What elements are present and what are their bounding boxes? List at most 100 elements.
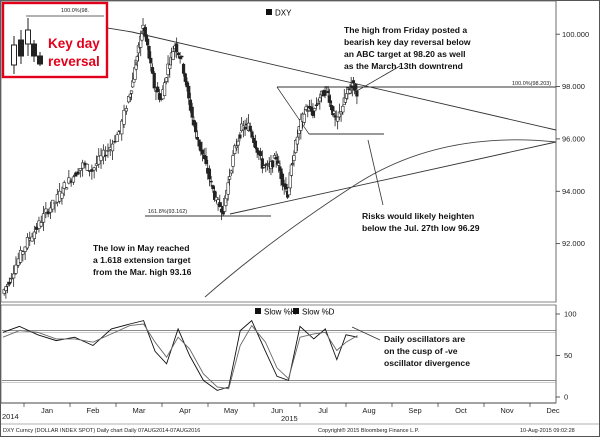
candle-body <box>229 170 233 174</box>
candle-body <box>146 38 150 46</box>
candle-body <box>341 105 345 113</box>
candle-body <box>304 106 308 110</box>
footer-right: 10-Aug-2015 09:02:28 <box>520 428 575 434</box>
pointer-risks <box>367 139 384 206</box>
candle-body <box>7 281 11 285</box>
candle-body <box>53 201 57 204</box>
candle-body <box>323 90 327 96</box>
candle-body <box>207 168 212 180</box>
inset-fib-label: 100.0%(98. <box>61 8 90 14</box>
candle-body <box>289 164 293 176</box>
price-tick-label: 94.000 <box>562 187 585 196</box>
candle-body <box>194 122 198 133</box>
candle-body <box>337 111 341 118</box>
candle-body <box>92 167 96 171</box>
inset-body-4 <box>31 43 37 57</box>
candle-body <box>143 27 147 37</box>
candle-body <box>78 168 82 171</box>
year-label-2015: 2015 <box>281 414 298 423</box>
candle-body <box>309 106 313 112</box>
candle-body <box>328 100 333 103</box>
candle-body <box>81 162 85 169</box>
candle-body <box>85 163 89 171</box>
candle-body <box>171 51 175 60</box>
legend-swatch-dxy <box>266 9 272 15</box>
osc-tick-label: 100 <box>564 310 577 319</box>
price-y-ticks: 92.000 94.000 96.000 98.000 100.000 <box>556 30 589 248</box>
candle-body <box>211 185 215 190</box>
candle-body <box>252 137 256 143</box>
price-tick-label: 96.000 <box>562 135 585 144</box>
inset-candles <box>11 18 43 74</box>
inset-box <box>1 1 109 79</box>
candle-body <box>149 57 153 64</box>
candle-body <box>260 158 264 169</box>
legend-label-dxy: DXY <box>275 9 292 18</box>
slow-k-line <box>2 319 358 391</box>
candle-body <box>272 155 277 159</box>
candle-body <box>4 286 8 291</box>
candle-body <box>134 64 138 70</box>
candle-body <box>355 90 359 97</box>
legend-swatch-k <box>255 308 261 314</box>
inset-body-1 <box>11 44 17 66</box>
candle-body <box>74 172 78 177</box>
pointer-oscillators <box>351 326 381 341</box>
candle-body <box>71 176 76 183</box>
candle-body <box>176 52 180 56</box>
candle-body <box>166 63 170 76</box>
candle-body <box>41 213 46 223</box>
candle-body <box>248 125 252 132</box>
candle-body <box>302 113 306 123</box>
candle-body <box>12 273 16 279</box>
candle-body <box>124 108 128 112</box>
candle-body <box>190 106 194 118</box>
candle-body <box>46 211 50 215</box>
candle-body <box>306 110 310 112</box>
osc-tick-label: 50 <box>564 351 572 360</box>
candle-body <box>64 187 69 190</box>
month-label: Mar <box>133 406 146 415</box>
candle-body <box>25 237 30 249</box>
candle-body <box>115 134 119 142</box>
candle-body <box>90 169 94 172</box>
candle-body <box>314 104 318 107</box>
candle-body <box>294 139 298 153</box>
candle-body <box>234 145 239 149</box>
candle-body <box>188 99 193 111</box>
candle-body <box>231 155 235 167</box>
candle-body <box>259 151 263 156</box>
candle-body <box>238 134 242 139</box>
candle-body <box>2 289 6 294</box>
slow-d-line <box>2 323 358 390</box>
month-label: May <box>224 406 238 415</box>
year-label-2014: 2014 <box>2 412 19 421</box>
annotation-risks: Risks would likely heighten below the Ju… <box>362 211 480 233</box>
abc-leg-line <box>276 86 310 135</box>
annotation-high-friday: The high from Friday posted a bearish ke… <box>344 25 473 71</box>
candle-body <box>62 182 66 189</box>
candle-body <box>213 190 217 200</box>
month-label: Jun <box>271 406 283 415</box>
candle-body <box>316 102 320 105</box>
candle-body <box>175 43 179 53</box>
candle-body <box>204 155 208 164</box>
inset-body-3 <box>25 29 31 45</box>
candle-body <box>255 147 259 153</box>
legend-label-k: Slow %K <box>264 308 297 317</box>
candle-body <box>290 163 295 165</box>
candle-body <box>152 72 156 89</box>
candle-body <box>39 222 43 227</box>
candle-body <box>274 156 278 160</box>
annotation-oscillators: Daily oscillators are on the cusp of -ve… <box>384 334 470 368</box>
candle-body <box>218 202 222 207</box>
candle-body <box>262 165 266 168</box>
candle-body <box>299 118 303 131</box>
candle-body <box>67 177 71 184</box>
candle-body <box>18 250 23 263</box>
candle-body <box>339 111 343 115</box>
candle-body <box>318 97 322 102</box>
inset-title-line2: reversal <box>48 54 100 69</box>
footer-center: Copyright® 2015 Bloomberg Finance L.P. <box>318 427 420 434</box>
candle-body <box>233 145 237 154</box>
